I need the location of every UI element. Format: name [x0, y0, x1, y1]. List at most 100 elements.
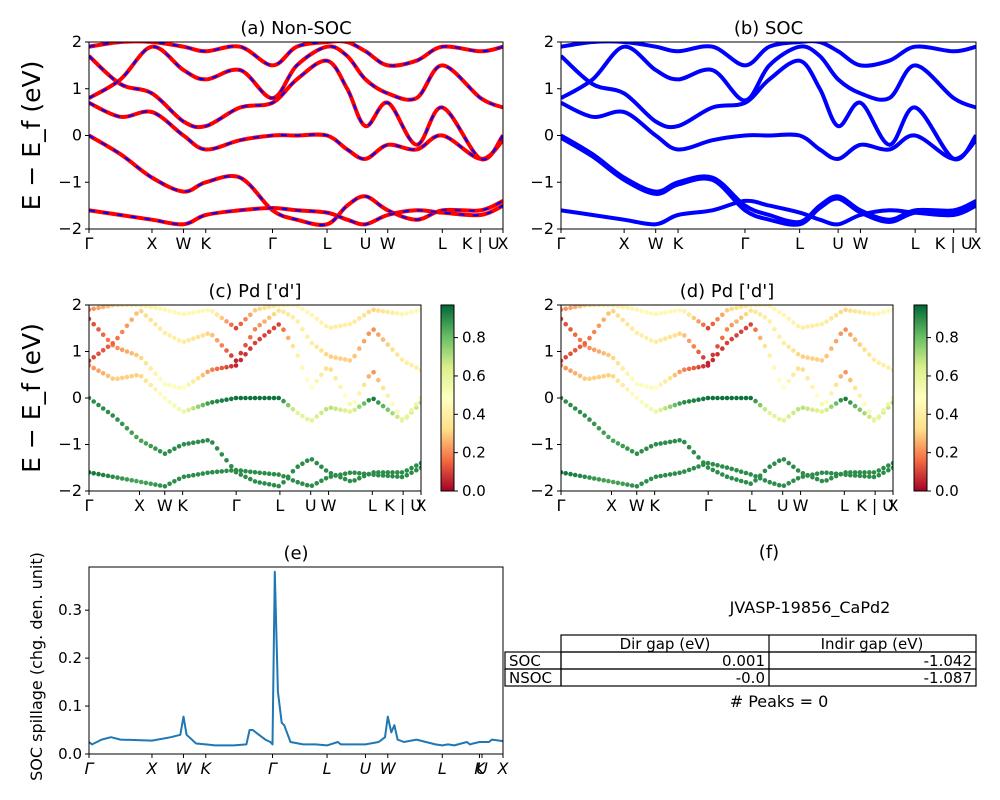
- point: [696, 455, 701, 460]
- point: [591, 421, 597, 427]
- point: [838, 309, 844, 315]
- point: [748, 308, 753, 313]
- point: [357, 316, 362, 321]
- point: [838, 374, 844, 379]
- point: [210, 332, 215, 338]
- ytick-label: 1: [72, 342, 82, 361]
- point: [390, 474, 395, 479]
- point: [572, 472, 578, 478]
- xtick-label: U: [305, 496, 317, 515]
- point: [399, 474, 405, 480]
- point: [385, 407, 391, 413]
- point: [677, 369, 682, 375]
- point: [110, 376, 115, 381]
- point: [153, 482, 158, 487]
- point: [314, 460, 320, 466]
- point: [572, 406, 578, 411]
- point: [314, 316, 320, 322]
- point: [795, 476, 801, 481]
- point: [890, 460, 893, 466]
- point: [89, 307, 92, 312]
- ytick-label: 0: [72, 126, 82, 145]
- point: [871, 311, 877, 317]
- point: [620, 481, 625, 487]
- point: [601, 373, 606, 379]
- point: [634, 395, 640, 401]
- point: [724, 474, 730, 480]
- point: [738, 329, 744, 335]
- point: [848, 308, 853, 313]
- point: [366, 398, 372, 403]
- scatter-points: [561, 305, 893, 489]
- point: [653, 385, 659, 391]
- xtick-label: X: [606, 496, 617, 515]
- point: [625, 322, 630, 327]
- point: [352, 399, 357, 405]
- point: [248, 335, 253, 340]
- xtick-label: Γ: [85, 496, 94, 515]
- point: [129, 478, 134, 483]
- ytick-label: −1: [58, 172, 82, 191]
- panel-title: (b) SOC: [734, 18, 803, 39]
- y-axis-label: E − E_f (eV): [17, 61, 46, 211]
- point: [262, 395, 267, 401]
- point: [786, 378, 791, 384]
- point: [568, 327, 573, 332]
- point: [276, 308, 282, 313]
- point: [414, 401, 419, 407]
- point: [143, 305, 149, 309]
- point: [129, 430, 134, 436]
- point: [606, 373, 611, 378]
- point: [266, 329, 272, 335]
- point: [418, 395, 421, 401]
- point: [644, 384, 649, 389]
- band-line-3: [561, 100, 976, 161]
- point: [881, 309, 886, 315]
- point: [871, 417, 877, 422]
- point: [748, 481, 753, 487]
- point: [376, 308, 381, 313]
- axes-frame: [560, 41, 977, 230]
- row-label-soc: SOC: [509, 652, 541, 670]
- point: [829, 346, 834, 351]
- point: [691, 398, 697, 403]
- point: [300, 481, 305, 487]
- point: [119, 421, 125, 427]
- point: [134, 305, 139, 308]
- point: [418, 367, 421, 373]
- point: [266, 482, 272, 487]
- panel-f-title: (f): [759, 542, 779, 563]
- point: [210, 308, 215, 314]
- point: [639, 308, 644, 314]
- point: [404, 360, 410, 366]
- point: [663, 310, 668, 315]
- point: [587, 376, 592, 382]
- point: [591, 375, 597, 381]
- point: [757, 402, 763, 408]
- point: [338, 356, 343, 361]
- colorbar-gradient: [440, 304, 455, 492]
- point: [677, 331, 682, 337]
- point: [791, 478, 796, 484]
- point: [138, 374, 144, 379]
- point: [753, 309, 758, 315]
- point: [805, 473, 810, 478]
- point: [734, 477, 739, 482]
- point: [810, 384, 815, 390]
- point: [601, 351, 606, 356]
- point: [814, 322, 820, 328]
- point: [266, 305, 272, 310]
- point: [824, 353, 829, 359]
- point: [214, 399, 220, 404]
- point: [890, 400, 893, 405]
- point: [186, 473, 191, 479]
- point: [186, 407, 191, 413]
- point: [100, 348, 106, 353]
- point: [615, 305, 621, 309]
- point: [762, 468, 768, 474]
- point: [167, 449, 172, 454]
- point: [210, 469, 215, 475]
- colorbar-tick-label: 0.2: [462, 444, 486, 462]
